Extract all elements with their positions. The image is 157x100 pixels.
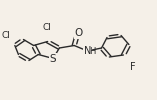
Text: H: H — [89, 47, 95, 56]
Text: N: N — [84, 46, 91, 56]
Text: F: F — [130, 62, 136, 72]
Text: Cl: Cl — [42, 23, 51, 32]
Text: N: N — [84, 46, 91, 56]
Text: S: S — [50, 54, 56, 64]
Text: O: O — [75, 28, 83, 38]
Text: Cl: Cl — [1, 32, 10, 40]
